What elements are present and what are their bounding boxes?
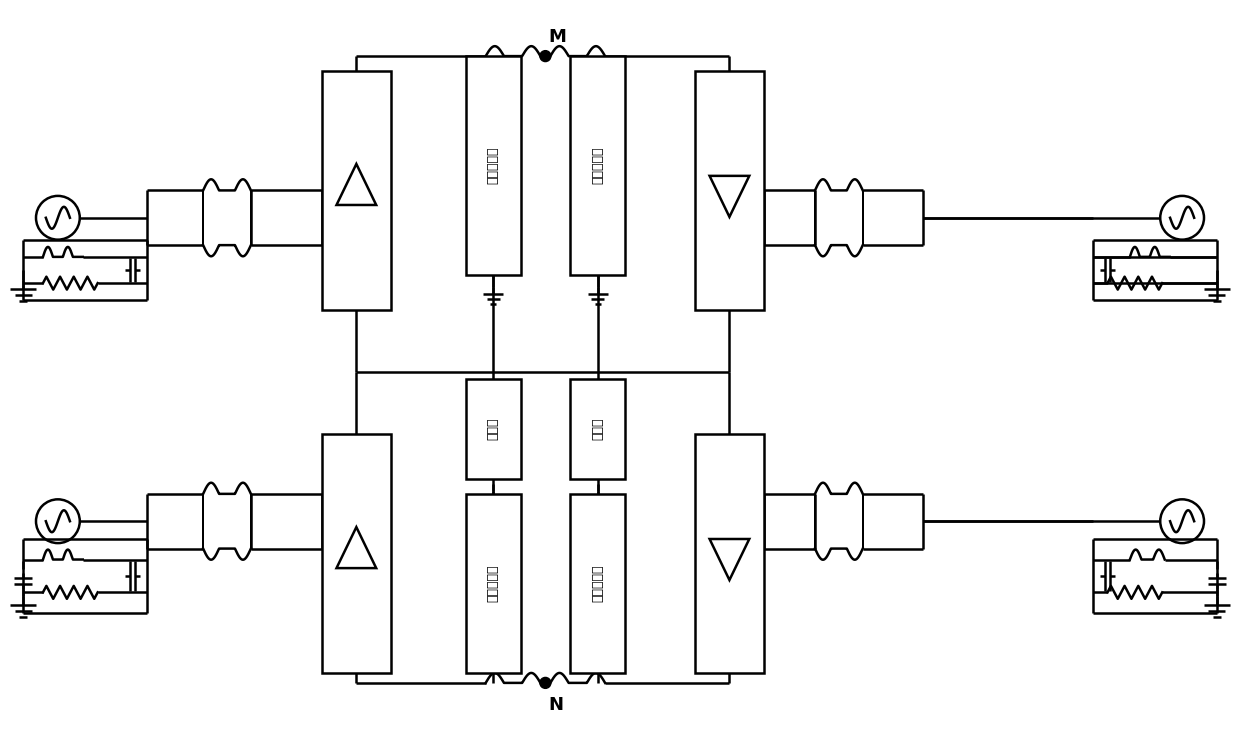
Bar <box>321 435 391 673</box>
Text: 直流滤波器: 直流滤波器 <box>591 147 604 184</box>
Text: 直流滤波器: 直流滤波器 <box>486 147 500 184</box>
Bar <box>570 494 625 673</box>
Text: M: M <box>548 28 567 46</box>
Bar <box>694 71 764 310</box>
Bar <box>466 379 521 479</box>
Bar <box>694 435 764 673</box>
Text: N: N <box>548 696 563 714</box>
Bar <box>570 56 625 275</box>
Bar <box>570 379 625 479</box>
Circle shape <box>539 51 551 61</box>
Text: 接地极: 接地极 <box>486 418 500 440</box>
Text: 直流滤波器: 直流滤波器 <box>486 565 500 602</box>
Text: 直流滤波器: 直流滤波器 <box>591 565 604 602</box>
Text: 接地极: 接地极 <box>591 418 604 440</box>
Bar <box>466 56 521 275</box>
Circle shape <box>539 678 551 688</box>
Bar <box>466 494 521 673</box>
Bar <box>321 71 391 310</box>
